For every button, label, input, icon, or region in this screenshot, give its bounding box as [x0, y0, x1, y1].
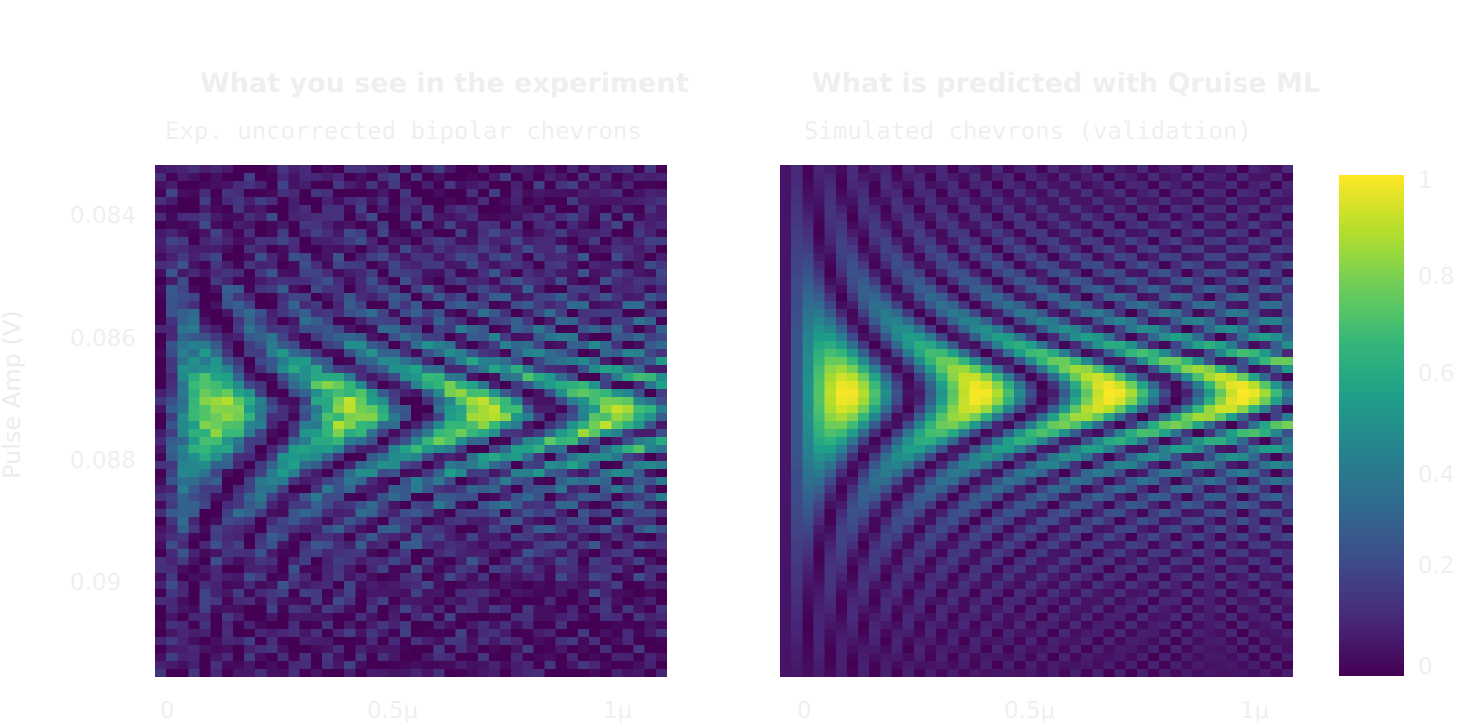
panel2-title: What is predicted with Qruise ML	[812, 68, 1321, 99]
panel2-xtick-1: 0.5μ	[1004, 698, 1056, 724]
colorbar-tick-0.8: 0.8	[1418, 264, 1455, 290]
y-axis-label: Pulse Amp (V)	[0, 310, 26, 479]
panel1-title: What you see in the experiment	[200, 68, 689, 99]
panel1-ytick-1: 0.086	[70, 326, 136, 352]
colorbar-tick-1: 1	[1418, 168, 1433, 194]
panel2-xtick-2: 1μ	[1240, 698, 1270, 724]
panel1-xtick-1: 0.5μ	[367, 698, 419, 724]
panel1-heatmap	[155, 165, 667, 677]
colorbar-tick-0.6: 0.6	[1418, 361, 1455, 387]
panel1-subtitle: Exp. uncorrected bipolar chevrons	[165, 117, 642, 145]
panel2-subtitle: Simulated chevrons (validation)	[804, 117, 1252, 145]
colorbar	[1339, 175, 1404, 676]
panel1-ytick-2: 0.088	[70, 448, 136, 474]
colorbar-tick-0.4: 0.4	[1418, 462, 1455, 488]
panel1-xtick-0: 0	[160, 698, 175, 724]
panel1-ytick-3: 0.09	[70, 570, 122, 596]
panel2-xtick-0: 0	[797, 698, 812, 724]
panel1-xtick-2: 1μ	[603, 698, 633, 724]
colorbar-tick-0: 0	[1418, 654, 1433, 680]
colorbar-tick-0.2: 0.2	[1418, 553, 1455, 579]
panel1-ytick-0: 0.084	[70, 203, 136, 229]
panel2-heatmap	[780, 165, 1293, 677]
